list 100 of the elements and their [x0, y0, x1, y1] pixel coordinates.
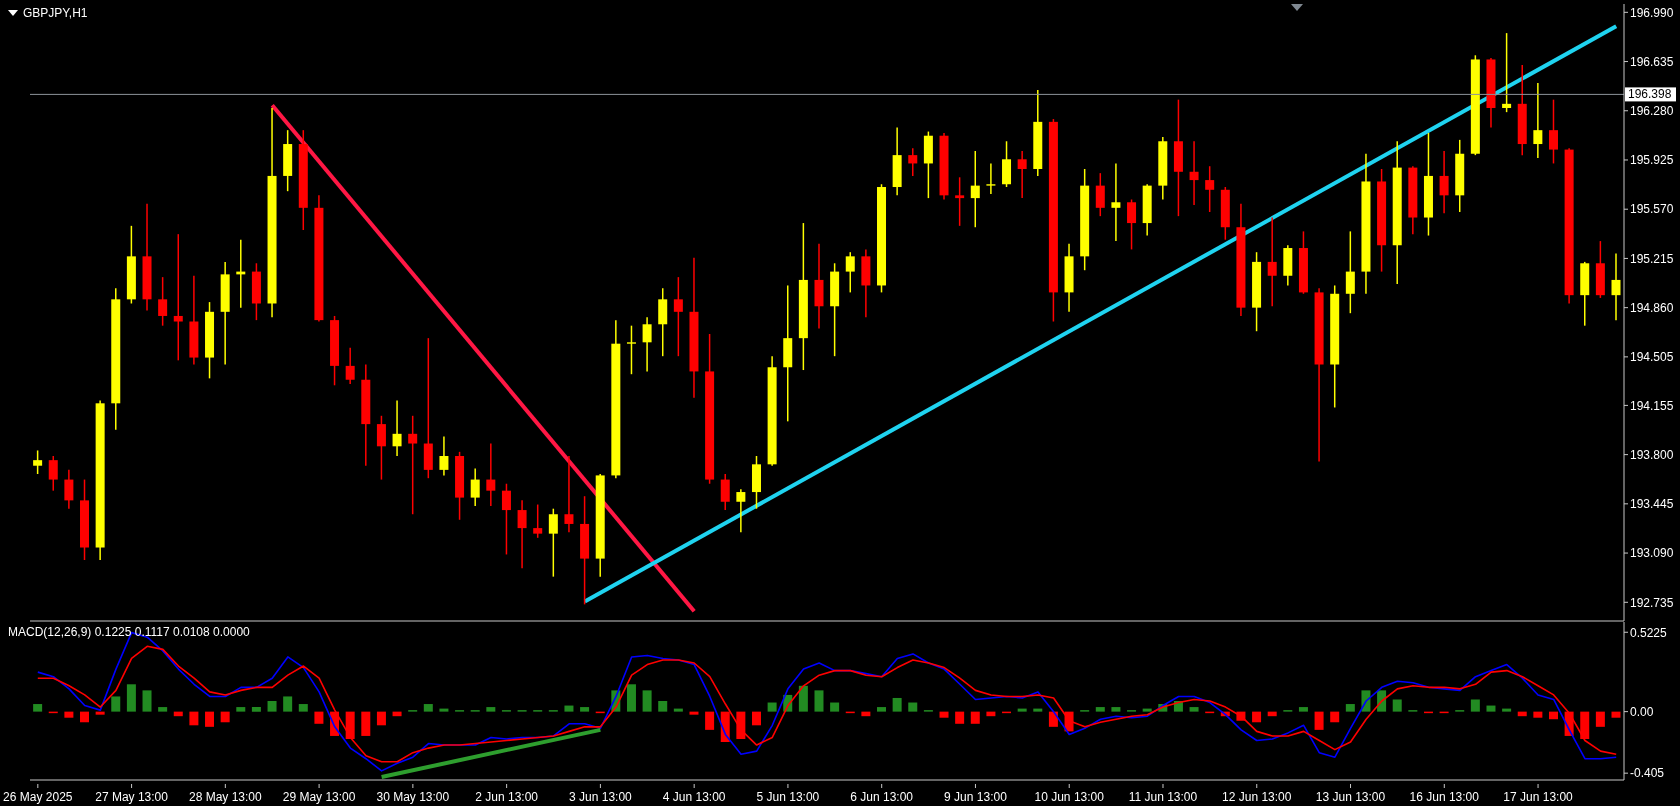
y-tick-label: 0.5225 — [1630, 625, 1668, 640]
candlestick — [1611, 252, 1621, 321]
x-tick-label: 5 Jun 13:00 — [756, 790, 820, 804]
x-tick-label: 30 May 13:00 — [376, 790, 450, 804]
bar — [251, 707, 261, 712]
candlestick — [564, 455, 574, 534]
bar — [580, 707, 590, 712]
y-tick-label: 195.215 — [1630, 251, 1674, 266]
candlestick — [408, 415, 418, 515]
bar — [1033, 708, 1043, 712]
x-tick-label: 16 Jun 13:00 — [1409, 790, 1480, 804]
bar — [1392, 699, 1402, 712]
bar — [673, 708, 683, 712]
candlestick — [486, 442, 496, 507]
y-tick-label: 194.155 — [1630, 398, 1674, 413]
bar — [126, 684, 136, 712]
bar — [892, 697, 902, 712]
bar — [970, 711, 980, 724]
bar — [1533, 711, 1543, 718]
candlestick — [470, 467, 480, 507]
candlestick — [1189, 140, 1199, 206]
bar — [751, 711, 761, 726]
bar — [345, 711, 355, 739]
y-tick-label: 196.990 — [1630, 5, 1674, 20]
x-tick-label: 12 Jun 13:00 — [1222, 790, 1292, 804]
bar — [1580, 711, 1590, 739]
bar — [1502, 708, 1512, 712]
candlestick — [173, 233, 183, 362]
bar — [1189, 707, 1199, 712]
ref-line-label: 196.398 — [1628, 87, 1672, 102]
x-tick-label: 11 Jun 13:00 — [1128, 790, 1198, 804]
candlestick — [642, 316, 652, 373]
candlestick — [1127, 198, 1137, 251]
bar — [705, 711, 715, 730]
candlestick — [439, 435, 449, 477]
y-tick-label: 196.280 — [1630, 104, 1674, 119]
bar — [439, 708, 449, 712]
candlestick — [345, 347, 355, 385]
bar — [814, 690, 824, 712]
bar — [939, 711, 949, 718]
bar — [142, 690, 152, 712]
bar — [298, 704, 308, 712]
bar — [1095, 707, 1105, 712]
bar — [236, 707, 246, 712]
bar — [283, 696, 293, 712]
candlestick — [970, 150, 980, 228]
bar — [798, 685, 808, 712]
candlestick — [1111, 162, 1121, 242]
bar — [1111, 707, 1121, 712]
line-series — [37, 645, 1617, 763]
bar — [314, 711, 324, 724]
bar — [158, 707, 168, 712]
candlestick — [1502, 32, 1512, 113]
bar — [626, 684, 636, 712]
bar — [877, 707, 887, 712]
y-tick-label: 195.925 — [1630, 153, 1674, 168]
y-tick-label: 193.090 — [1630, 546, 1674, 561]
bar — [1142, 708, 1152, 712]
bar — [95, 711, 105, 715]
bar — [1314, 711, 1324, 730]
x-tick-label: 6 Jun 13:00 — [850, 790, 914, 804]
x-tick-label: 13 Jun 13:00 — [1315, 790, 1386, 804]
y-tick-label: 194.860 — [1630, 300, 1674, 315]
bar — [189, 711, 199, 726]
bar — [205, 711, 215, 727]
candlestick — [33, 449, 43, 475]
candlestick — [1439, 150, 1449, 215]
bar — [767, 702, 777, 712]
chart-title: GBPJPY,H1 — [23, 6, 88, 20]
y-tick-label: 193.800 — [1630, 447, 1674, 462]
x-tick-label: 26 May 2025 — [3, 790, 73, 804]
bar — [955, 711, 965, 724]
candlestick — [736, 488, 746, 534]
bar — [564, 705, 574, 712]
x-tick-label: 9 Jun 13:00 — [944, 790, 1008, 804]
y-tick-label: 193.445 — [1630, 497, 1674, 512]
y-tick-label: 196.635 — [1630, 54, 1674, 69]
bar — [658, 701, 668, 712]
candlestick — [626, 324, 636, 375]
y-tick-label: 195.570 — [1630, 202, 1674, 217]
candlestick — [48, 455, 58, 492]
bar — [1470, 699, 1480, 712]
bar — [361, 711, 371, 736]
candlestick — [1205, 165, 1215, 213]
x-tick-label: 28 May 13:00 — [188, 790, 263, 804]
y-tick-label: -0.405 — [1630, 766, 1665, 781]
x-tick-label: 27 May 13:00 — [95, 790, 169, 804]
x-tick-label: 29 May 13:00 — [282, 790, 356, 804]
x-tick-label: 17 Jun 13:00 — [1503, 790, 1574, 804]
bar — [220, 711, 230, 723]
bar — [830, 702, 840, 712]
bar — [1548, 711, 1558, 720]
bar — [1048, 711, 1058, 727]
bar — [1298, 707, 1308, 712]
bar — [642, 690, 652, 712]
x-tick-label: 4 Jun 13:00 — [662, 790, 726, 804]
candlestick — [986, 162, 996, 195]
y-tick-label: 0.00 — [1630, 704, 1654, 719]
candlestick — [908, 147, 918, 177]
candlestick — [673, 276, 683, 357]
